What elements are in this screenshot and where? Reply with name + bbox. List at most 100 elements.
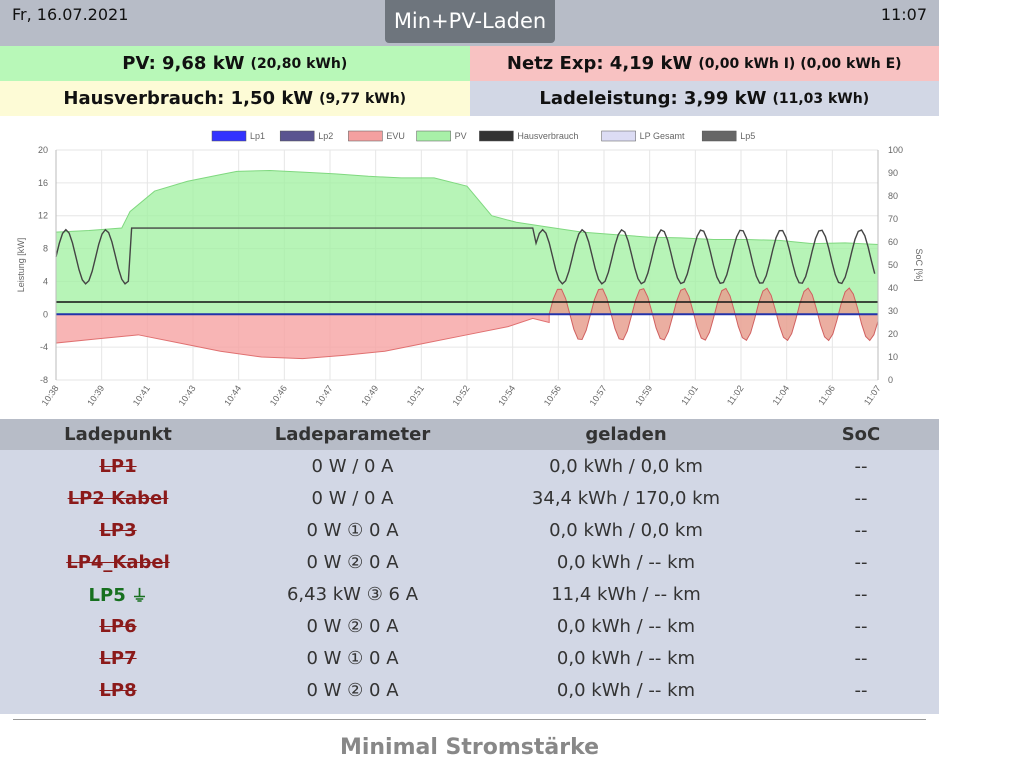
x-tick-label: 11:06 xyxy=(816,383,837,407)
y2-tick-label: 20 xyxy=(888,329,898,339)
legend-swatch xyxy=(348,130,383,142)
soc-value: -- xyxy=(854,487,868,509)
y2-tick-label: 80 xyxy=(888,191,898,201)
y-tick-label: 12 xyxy=(38,211,48,221)
header-ladepunkt: Ladepunkt xyxy=(64,424,172,445)
y-tick-label: -8 xyxy=(40,375,48,385)
charged-amount: 0,0 kWh / 0,0 km xyxy=(549,455,703,477)
charge-point-name[interactable]: LP2 Kabel xyxy=(67,487,169,509)
legend-swatch xyxy=(479,130,514,142)
charged-amount: 34,4 kWh / 170,0 km xyxy=(531,487,721,509)
divider xyxy=(13,719,926,720)
y2-tick-label: 90 xyxy=(888,168,898,178)
x-tick-label: 10:59 xyxy=(633,383,654,407)
y2-tick-label: 30 xyxy=(888,306,898,316)
x-tick-label: 10:43 xyxy=(177,383,198,407)
legend-label: Lp1 xyxy=(250,131,265,141)
x-tick-label: 10:44 xyxy=(222,383,243,407)
house-power: Hausverbrauch: 1,50 kW xyxy=(63,88,314,109)
y2-tick-label: 40 xyxy=(888,283,898,293)
x-tick-label: 10:56 xyxy=(542,383,563,407)
legend-label: EVU xyxy=(386,131,405,141)
legend-swatch xyxy=(416,130,451,142)
y-tick-label: 20 xyxy=(38,145,48,155)
y2-tick-label: 100 xyxy=(888,145,903,155)
x-tick-label: 10:46 xyxy=(268,383,289,407)
table-row: LP3 0 W ① 0 A 0,0 kWh / 0,0 km -- xyxy=(0,514,939,546)
y2-axis-label: SoC [%] xyxy=(914,248,924,281)
y-tick-label: 4 xyxy=(43,276,48,286)
power-chart[interactable]: 20 16 12 8 4 0 -4 -8 10:38 10:39 10:41 10:43 10:44 10… xyxy=(0,124,939,416)
table-header: Ladepunkt Ladeparameter geladen SoC xyxy=(0,419,939,450)
y2-tick-label: 0 xyxy=(888,375,893,385)
legend-label: Hausverbrauch xyxy=(517,131,578,141)
charge-points-table: Ladepunkt Ladeparameter geladen SoC LP1 0… xyxy=(0,419,939,714)
section-title: Minimal Stromstärke xyxy=(339,735,600,760)
y-tick-label: 0 xyxy=(43,309,48,319)
x-tick-label: 11:02 xyxy=(725,383,746,407)
legend-swatch xyxy=(211,130,247,142)
x-tick-label: 11:04 xyxy=(771,383,792,407)
soc-value: -- xyxy=(854,615,868,637)
soc-value: -- xyxy=(854,647,868,669)
grid-summary: Netz Exp: 4,19 kW (0,00 kWh I) (0,00 kWh… xyxy=(469,46,939,81)
x-tick-label: 10:39 xyxy=(85,383,106,407)
x-tick-label: 10:51 xyxy=(405,383,426,407)
charge-parameter: 0 W ② 0 A xyxy=(306,615,399,637)
charge-mode-button[interactable]: Min+PV-Laden xyxy=(385,0,555,43)
header-geladen: geladen xyxy=(585,424,667,445)
x-tick-label: 11:07 xyxy=(862,383,883,407)
charge-parameter: 0 W ② 0 A xyxy=(306,551,399,573)
charge-point-name[interactable]: LP6 xyxy=(99,615,137,637)
house-summary: Hausverbrauch: 1,50 kW (9,77 kWh) xyxy=(0,81,470,116)
charge-parameter: 0 W / 0 A xyxy=(311,487,394,509)
legend-swatch xyxy=(601,130,636,142)
house-energy: (9,77 kWh) xyxy=(319,90,407,107)
x-tick-label: 10:41 xyxy=(131,383,152,407)
charging-energy: (11,03 kWh) xyxy=(772,90,870,107)
pv-summary: PV: 9,68 kW (20,80 kWh) xyxy=(0,46,470,81)
y2-tick-label: 50 xyxy=(888,260,898,270)
y2-tick-label: 60 xyxy=(888,237,898,247)
legend-swatch xyxy=(279,130,315,142)
grid-energy: (0,00 kWh I) (0,00 kWh E) xyxy=(698,55,902,72)
legend-label: Lp5 xyxy=(740,131,755,141)
x-tick-label: 10:49 xyxy=(359,383,380,407)
pv-area xyxy=(55,170,879,315)
header-soc: SoC xyxy=(841,424,881,445)
charge-parameter: 0 W / 0 A xyxy=(311,455,394,477)
charge-point-name[interactable]: LP4_Kabel xyxy=(66,551,170,573)
legend-label: LP Gesamt xyxy=(640,131,685,141)
lp5-line xyxy=(55,227,876,285)
table-row: LP6 0 W ② 0 A 0,0 kWh / -- km -- xyxy=(0,610,939,642)
legend-label: PV xyxy=(455,131,467,141)
charging-summary: Ladeleistung: 3,99 kW (11,03 kWh) xyxy=(469,81,939,116)
charge-point-name[interactable]: LP1 xyxy=(99,455,137,477)
charge-parameter: 0 W ② 0 A xyxy=(306,679,399,701)
soc-value: -- xyxy=(854,551,868,573)
table-body: LP1 0 W / 0 A 0,0 kWh / 0,0 km -- LP2 Kabel 0… xyxy=(0,450,939,706)
soc-value: -- xyxy=(854,679,868,701)
charged-amount: 0,0 kWh / -- km xyxy=(556,615,696,637)
y-tick-label: -4 xyxy=(40,342,48,352)
y-tick-label: 16 xyxy=(38,178,48,188)
x-tick-label: 10:47 xyxy=(314,383,335,407)
y2-tick-label: 10 xyxy=(888,352,898,362)
charge-point-name[interactable]: LP8 xyxy=(99,679,137,701)
soc-value: -- xyxy=(854,455,868,477)
table-row: LP5 ⏚ 6,43 kW ③ 6 A 11,4 kWh / -- km -- xyxy=(0,578,939,610)
charge-point-name[interactable]: LP3 xyxy=(99,519,137,541)
top-bar: Fr, 16.07.2021 Min+PV-Laden 11:07 xyxy=(0,0,939,46)
soc-value: -- xyxy=(854,519,868,541)
charged-amount: 11,4 kWh / -- km xyxy=(551,583,701,605)
evu-area xyxy=(55,313,550,360)
y2-tick-label: 70 xyxy=(888,214,898,224)
charge-point-name[interactable]: LP5 xyxy=(88,585,126,606)
charge-point-name[interactable]: LP7 xyxy=(99,647,137,669)
x-tick-label: 10:52 xyxy=(451,383,472,407)
charging-power: Ladeleistung: 3,99 kW xyxy=(539,88,767,109)
table-row: LP8 0 W ② 0 A 0,0 kWh / -- km -- xyxy=(0,674,939,706)
legend-swatch xyxy=(701,130,737,142)
x-tick-label: 10:57 xyxy=(588,383,609,407)
charged-amount: 0,0 kWh / -- km xyxy=(556,551,696,573)
